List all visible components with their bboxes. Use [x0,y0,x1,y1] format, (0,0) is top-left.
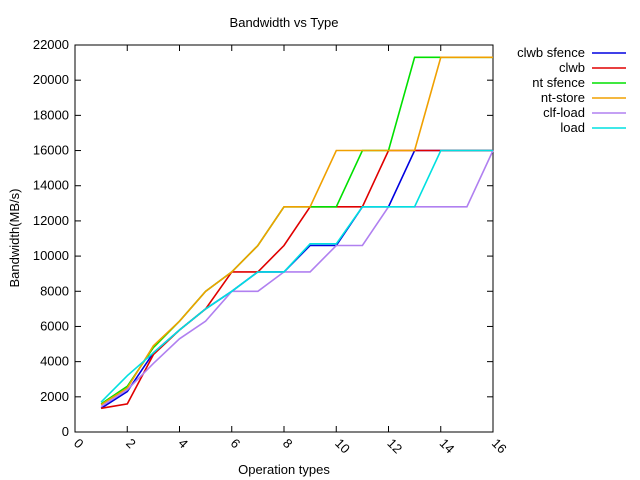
x-tick-label: 14 [437,436,458,457]
x-tick-label: 0 [71,436,87,452]
y-tick-label: 2000 [40,389,69,404]
x-tick-label: 16 [489,436,510,457]
series-line-load [100,149,493,403]
series-line-nt-store [100,56,493,406]
x-tick-label: 2 [123,436,139,452]
legend-label: nt sfence [532,75,585,90]
x-axis-label: Operation types [238,462,330,477]
legend-label: clwb [559,60,585,75]
y-tick-label: 6000 [40,318,69,333]
series-line-clf-load [100,150,494,408]
x-tick-label: 6 [228,436,244,452]
y-tick-label: 14000 [33,178,69,193]
x-tick-label: 4 [175,436,191,452]
y-tick-label: 8000 [40,283,69,298]
x-tick-label: 12 [384,436,405,457]
legend-label: clf-load [543,105,585,120]
y-tick-label: 16000 [33,143,69,158]
x-tick-label: 8 [280,436,296,452]
chart-title: Bandwidth vs Type [230,15,339,30]
series-line-clwb [100,149,493,410]
series-lines [100,56,494,410]
y-tick-label: 18000 [33,107,69,122]
x-tick-label: 10 [332,436,353,457]
series-line-clwb-sfence [100,149,493,409]
plot-area [74,44,494,433]
y-axis-label: Bandwidth(MB/s) [7,189,22,288]
y-tick-label: 20000 [33,72,69,87]
y-tick-label: 22000 [33,37,69,52]
y-tick-label: 12000 [33,213,69,228]
legend-label: nt-store [541,90,585,105]
legend-label: clwb sfence [517,45,585,60]
y-tick-label: 10000 [33,248,69,263]
y-tick-label: 0 [62,424,69,439]
series-line-nt-sfence [100,56,493,405]
legend-label: load [560,120,585,135]
y-axis: 0 2000 4000 6000 8000 10000 12000 14000 16000 180… [33,37,493,439]
y-tick-label: 4000 [40,354,69,369]
x-axis: 0 2 4 6 8 10 12 14 16 [71,45,510,456]
